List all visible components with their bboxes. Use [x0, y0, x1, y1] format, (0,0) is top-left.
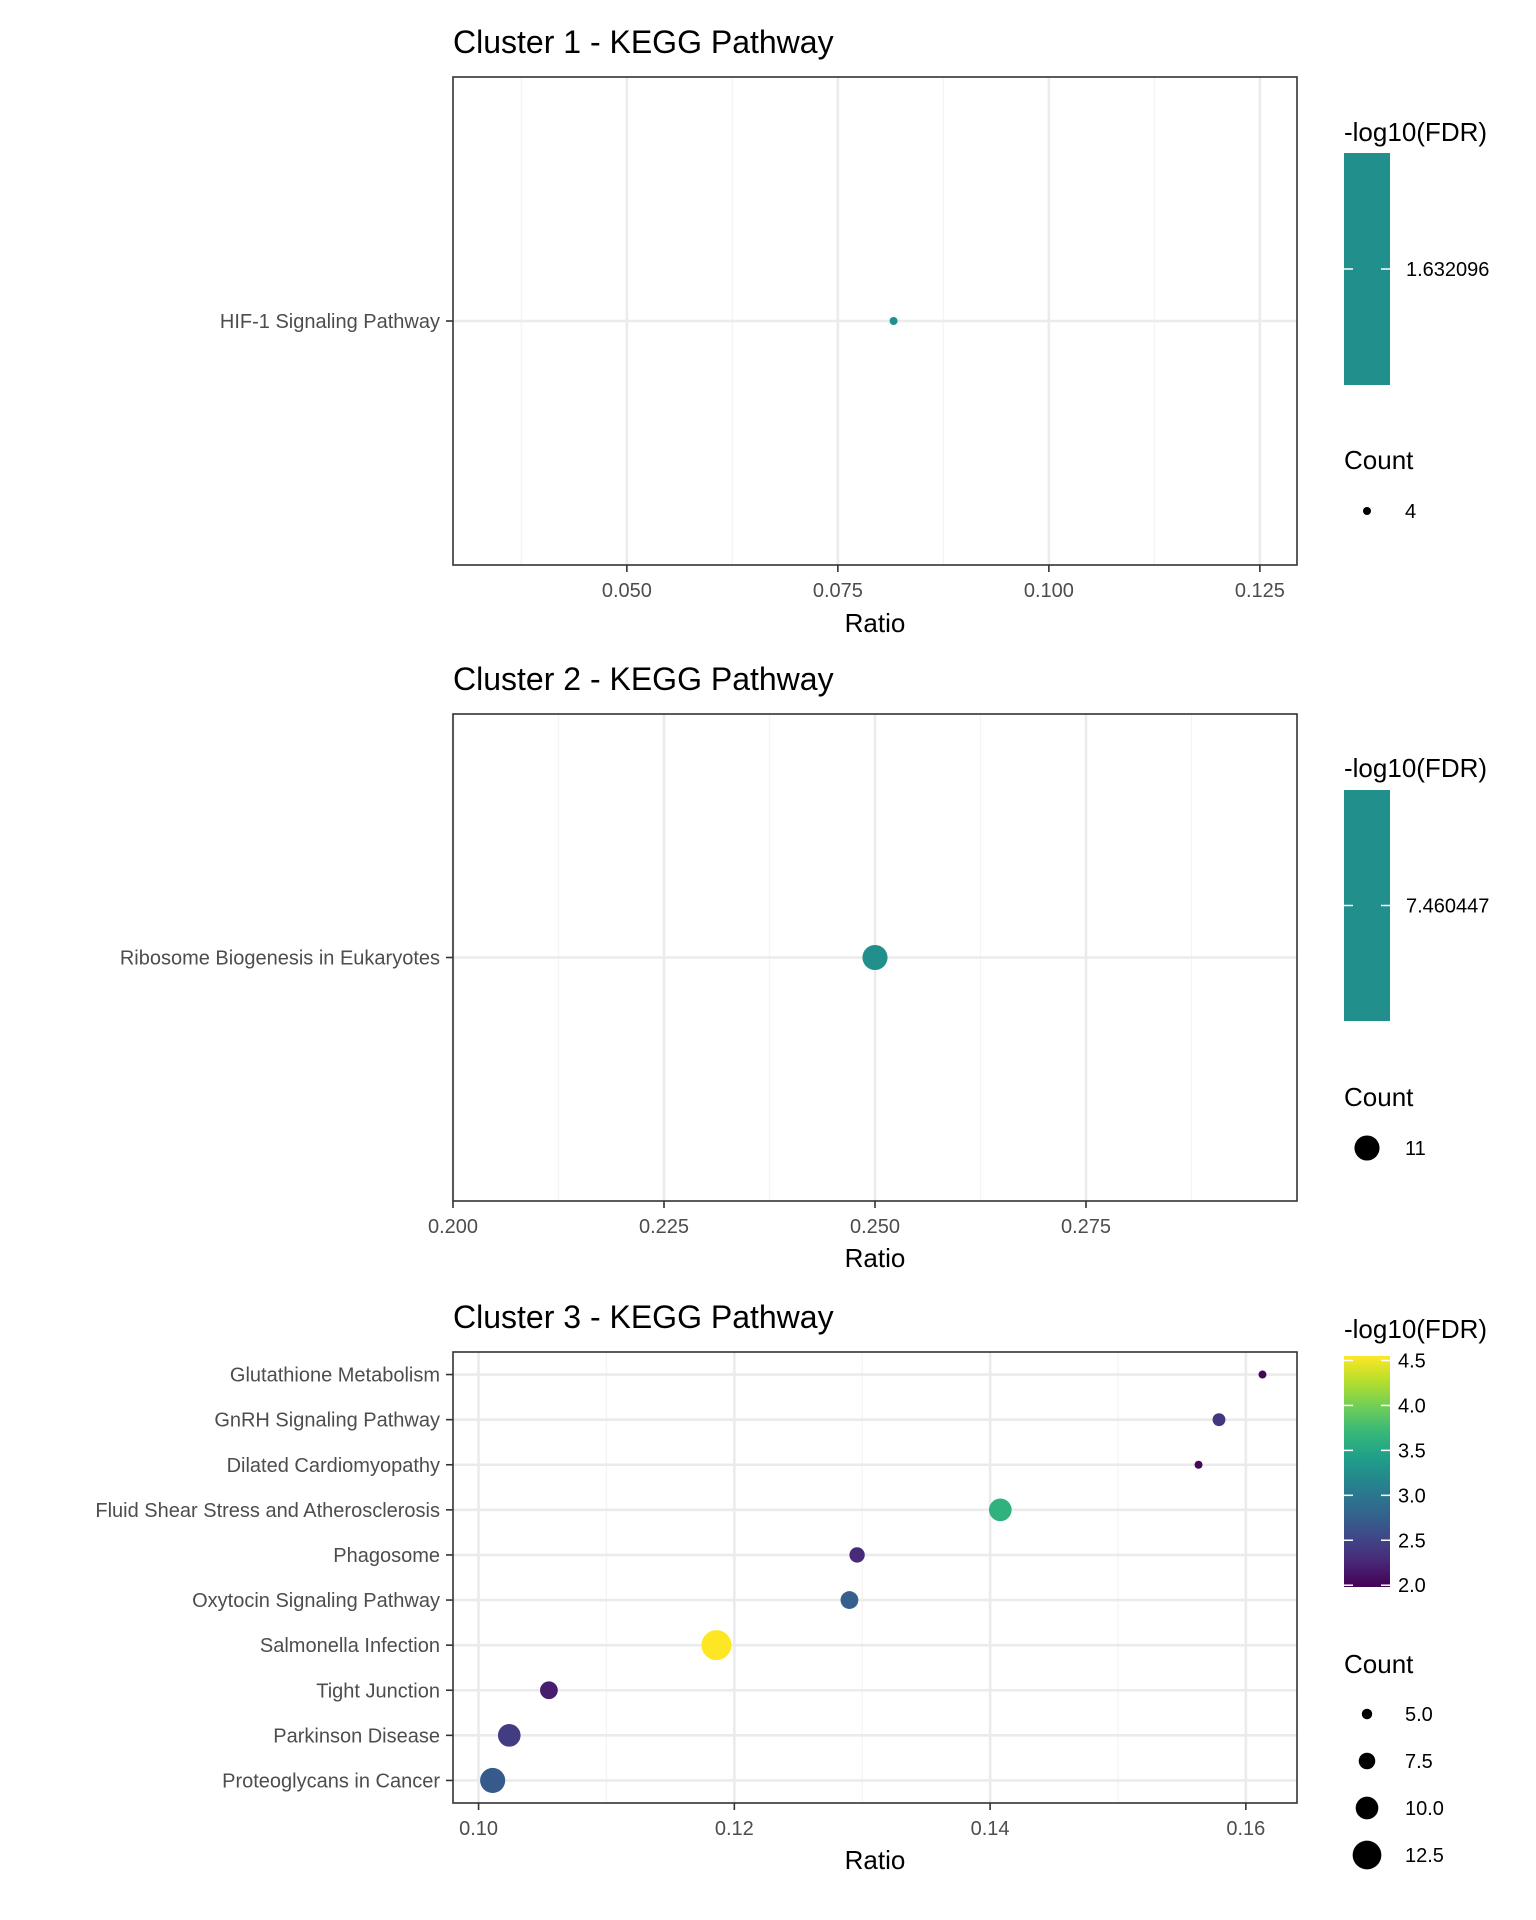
- x-axis-title: Ratio: [845, 1845, 906, 1875]
- data-point: [701, 1630, 732, 1661]
- chart-title: Cluster 3 - KEGG Pathway: [453, 1299, 834, 1335]
- colorbar-tick-label: 2.0: [1398, 1575, 1426, 1597]
- size-legend-label: 12.5: [1405, 1845, 1444, 1867]
- y-tick-label: HIF-1 Signaling Pathway: [220, 311, 440, 333]
- data-point: [1212, 1413, 1226, 1427]
- legend-1: -log10(FDR) 1.632096 Count 4: [1344, 117, 1489, 523]
- x-tick-label: 0.050: [602, 580, 652, 602]
- colorbar-tick-label: 7.460447: [1406, 896, 1489, 918]
- colorbar-tick-label: 4.0: [1398, 1395, 1426, 1417]
- x-tick-label: 0.225: [639, 1216, 689, 1238]
- y-tick-label: Oxytocin Signaling Pathway: [192, 1590, 440, 1612]
- chart-title: Cluster 2 - KEGG Pathway: [453, 661, 834, 697]
- size-legend-key: [1355, 1796, 1379, 1820]
- colorbar-tick-label: 3.0: [1398, 1485, 1426, 1507]
- size-legend-key: [1361, 1708, 1373, 1720]
- x-axis-title: Ratio: [845, 608, 906, 638]
- y-tick-label: Dilated Cardiomyopathy: [227, 1455, 440, 1477]
- chart-panel-3: Glutathione Metabolism GnRH Signaling Pat…: [95, 1299, 1298, 1875]
- size-legend-title: Count: [1344, 445, 1414, 475]
- x-tick-label: 0.250: [850, 1216, 900, 1238]
- size-legend-title: Count: [1344, 1649, 1414, 1679]
- colorbar-title: -log10(FDR): [1344, 117, 1487, 147]
- x-tick-label: 0.10: [459, 1818, 498, 1840]
- data-point: [540, 1681, 558, 1700]
- panel-border: [452, 1351, 1298, 1804]
- y-tick-label: Glutathione Metabolism: [230, 1365, 440, 1387]
- colorbar-title: -log10(FDR): [1344, 1314, 1487, 1344]
- y-tick-label: Ribosome Biogenesis in Eukaryotes: [120, 948, 440, 970]
- size-legend-label: 10.0: [1405, 1798, 1444, 1820]
- chart-title: Cluster 1 - KEGG Pathway: [453, 24, 834, 60]
- data-point: [1194, 1460, 1203, 1469]
- y-tick-label: Salmonella Infection: [260, 1635, 440, 1657]
- data-point: [988, 1498, 1012, 1522]
- size-legend-key: [1363, 507, 1371, 515]
- data-point: [849, 1547, 865, 1563]
- y-tick-label: GnRH Signaling Pathway: [214, 1410, 440, 1432]
- x-tick-label: 0.075: [813, 580, 863, 602]
- colorbar: [1344, 1356, 1390, 1587]
- size-legend-label: 11: [1405, 1138, 1426, 1160]
- y-tick-label: Phagosome: [333, 1545, 440, 1567]
- colorbar-tick-label: 2.5: [1398, 1530, 1426, 1552]
- x-tick-label: 0.125: [1235, 580, 1285, 602]
- size-legend-key: [1352, 1840, 1382, 1870]
- y-tick-label: Proteoglycans in Cancer: [222, 1770, 440, 1792]
- size-legend-label: 5.0: [1405, 1704, 1433, 1726]
- data-point: [889, 317, 898, 325]
- data-point: [1258, 1370, 1267, 1379]
- chart-panel-1: HIF-1 Signaling Pathway 0.050 0.075 0.100 0.…: [220, 24, 1298, 638]
- legend-3: -log10(FDR) 2.0 2.5 3.0 3.5 4.0 4.5 Count 5.0 7.5…: [1344, 1314, 1487, 1870]
- y-tick-label: Parkinson Disease: [273, 1725, 440, 1747]
- data-point: [480, 1767, 506, 1794]
- colorbar-tick-label: 4.5: [1398, 1350, 1426, 1372]
- y-tick-label: Tight Junction: [316, 1680, 440, 1702]
- size-legend-key: [1354, 1135, 1380, 1161]
- size-legend-key: [1358, 1752, 1376, 1770]
- size-legend-title: Count: [1344, 1082, 1414, 1112]
- y-tick-label: Fluid Shear Stress and Atherosclerosis: [95, 1500, 440, 1522]
- x-tick-label: 0.100: [1024, 580, 1074, 602]
- data-point: [840, 1591, 859, 1609]
- x-tick-label: 0.16: [1226, 1818, 1265, 1840]
- x-tick-label: 0.14: [971, 1818, 1010, 1840]
- legend-2: -log10(FDR) 7.460447 Count 11: [1344, 753, 1489, 1161]
- colorbar-tick-label: 1.632096: [1406, 259, 1489, 281]
- x-tick-label: 0.12: [715, 1818, 754, 1840]
- x-tick-label: 0.200: [428, 1216, 478, 1238]
- size-legend-label: 4: [1405, 501, 1416, 523]
- data-point: [862, 944, 888, 971]
- colorbar-title: -log10(FDR): [1344, 753, 1487, 783]
- size-legend-label: 7.5: [1405, 1751, 1433, 1773]
- data-point: [497, 1724, 521, 1747]
- chart-panel-2: Ribosome Biogenesis in Eukaryotes 0.200 0.…: [120, 661, 1298, 1273]
- panel-background: [453, 1352, 1297, 1803]
- colorbar-tick-label: 3.5: [1398, 1440, 1426, 1462]
- x-axis-title: Ratio: [845, 1243, 906, 1273]
- x-tick-label: 0.275: [1061, 1216, 1111, 1238]
